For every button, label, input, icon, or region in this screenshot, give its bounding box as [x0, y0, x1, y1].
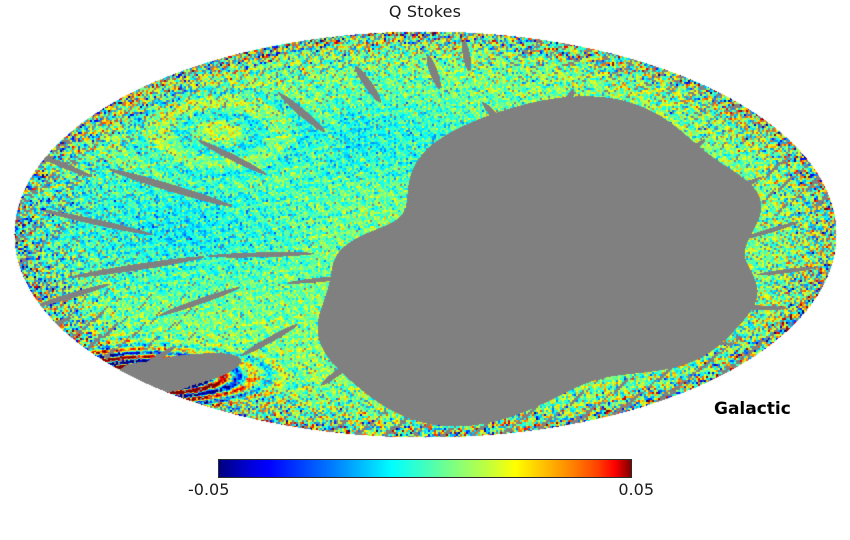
sky-map-plot [0, 0, 850, 460]
colorbar: -0.05 0.05 [188, 459, 654, 504]
colorbar-max-tick: 0.05 [618, 480, 654, 499]
colorbar-gradient [218, 459, 632, 478]
coordinate-frame-label: Galactic [714, 399, 791, 419]
colorbar-min-tick: -0.05 [188, 480, 230, 499]
colorbar-tick-labels: -0.05 0.05 [188, 480, 654, 504]
